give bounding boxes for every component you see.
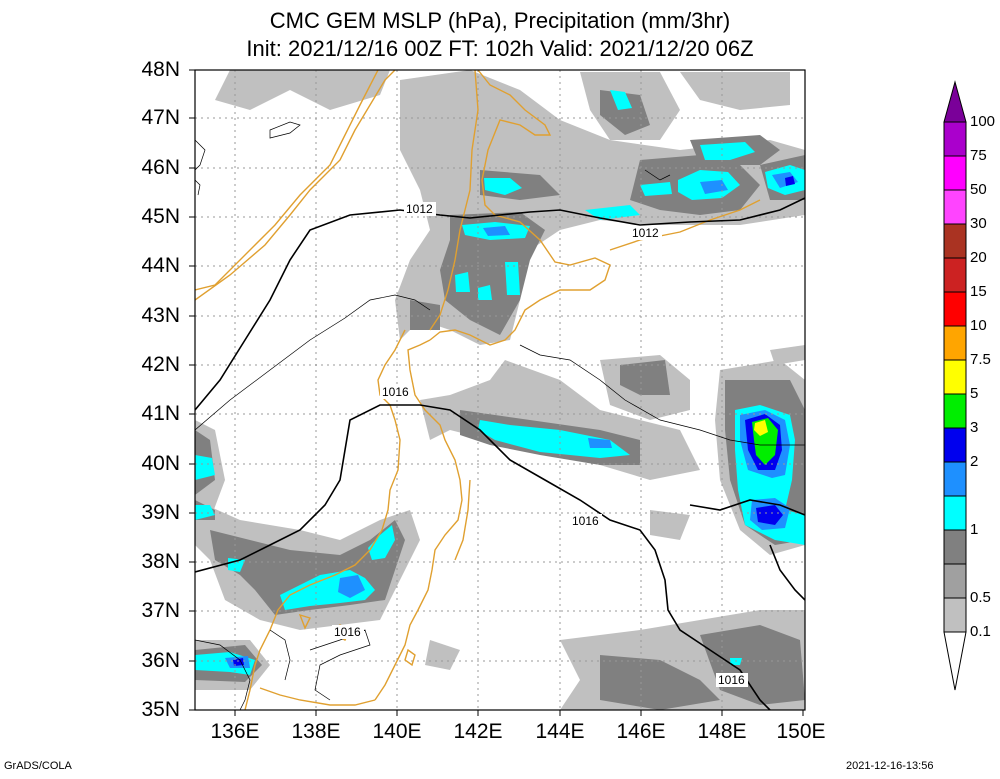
lat-label: 35N: [141, 698, 180, 721]
colorbar-label: 15: [970, 283, 987, 300]
colorbar-label: 100: [970, 113, 996, 130]
lon-label: 136E: [210, 720, 260, 743]
lat-label: 43N: [141, 304, 180, 327]
colorbar-swatch: [943, 291, 967, 327]
isobar-label: 1012: [632, 226, 659, 240]
isobar-label: 1016: [382, 385, 409, 399]
map-title: CMC GEM MSLP (hPa), Precipitation (mm/3h…: [269, 8, 731, 33]
colorbar-swatch: [943, 529, 967, 565]
colorbar-swatch: [943, 189, 967, 225]
colorbar-label: 1: [970, 521, 979, 538]
colorbar-swatch: [943, 257, 967, 293]
colorbar-swatch: [943, 495, 967, 531]
precipitation-layer: [195, 70, 805, 710]
isobar-label: 1012: [406, 202, 433, 216]
colorbar-swatch: [943, 563, 967, 599]
lat-label: 37N: [141, 599, 180, 622]
colorbar-swatch: [943, 223, 967, 259]
axis-ticks: [189, 69, 804, 716]
lat-label: 41N: [141, 402, 180, 425]
colorbar-swatch: [943, 359, 967, 395]
footer-timestamp: 2021-12-16-13:56: [846, 760, 934, 772]
colorbar-label: 0.5: [970, 589, 991, 606]
lon-label: 150E: [776, 720, 826, 743]
colorbar-cap-top: [943, 80, 967, 123]
colorbar-label: 7.5: [970, 351, 991, 368]
colorbar-label: 20: [970, 249, 987, 266]
footer-credit: GrADS/COLA: [4, 760, 72, 772]
map-frame: [194, 69, 806, 711]
lat-label: 40N: [141, 452, 180, 475]
colorbar-swatch: [943, 597, 967, 633]
lat-label: 46N: [141, 156, 180, 179]
colorbar: [943, 80, 967, 691]
lon-label: 142E: [453, 720, 503, 743]
colorbar-label: 10: [970, 317, 987, 334]
colorbar-label: 5: [970, 385, 979, 402]
isobar-label: 1016: [334, 625, 361, 639]
colorbar-swatch: [943, 155, 967, 191]
colorbar-label: 75: [970, 147, 987, 164]
lat-label: 48N: [141, 58, 180, 81]
lat-label: 36N: [141, 649, 180, 672]
isobars: [195, 197, 805, 710]
isobar-label: 1016: [718, 673, 745, 687]
boundaries: [195, 121, 805, 710]
map-subtitle: Init: 2021/12/16 00Z FT: 102h Valid: 202…: [246, 36, 754, 61]
isobar-label: 1016: [572, 514, 599, 528]
lon-label: 140E: [372, 720, 422, 743]
colorbar-swatch: [943, 461, 967, 497]
colorbar-label: 2: [970, 453, 979, 470]
colorbar-swatch: [943, 121, 967, 157]
lat-label: 45N: [141, 205, 180, 228]
colorbar-label: 0.1: [970, 623, 991, 640]
lon-label: 146E: [616, 720, 666, 743]
lat-label: 42N: [141, 353, 180, 376]
colorbar-swatch: [943, 325, 967, 361]
colorbar-cap-bottom: [943, 631, 967, 691]
lon-label: 144E: [535, 720, 585, 743]
lon-label: 148E: [697, 720, 747, 743]
colorbar-swatch: [943, 427, 967, 463]
lat-label: 44N: [141, 254, 180, 277]
colorbar-label: 50: [970, 181, 987, 198]
colorbar-label: 30: [970, 215, 987, 232]
colorbar-label: 3: [970, 419, 979, 436]
colorbar-swatch: [943, 393, 967, 429]
lat-label: 47N: [141, 106, 180, 129]
lon-label: 138E: [291, 720, 341, 743]
lat-label: 39N: [141, 501, 180, 524]
lat-label: 38N: [141, 550, 180, 573]
